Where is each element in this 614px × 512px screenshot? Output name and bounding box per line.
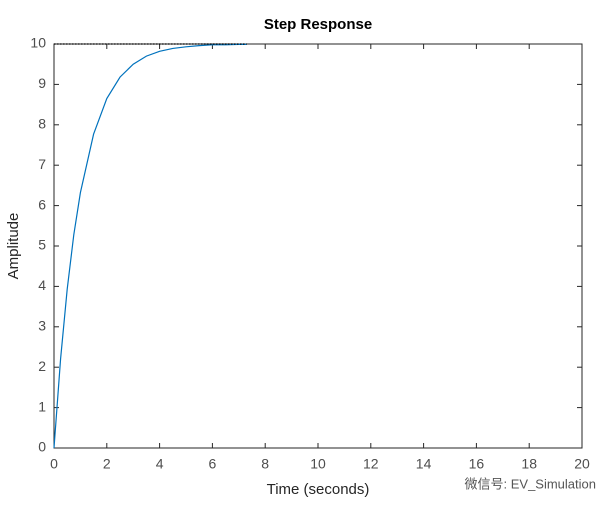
x-tick-label: 8	[261, 456, 269, 472]
y-tick-label: 1	[38, 398, 46, 414]
x-tick-label: 10	[310, 456, 326, 472]
x-tick-label: 20	[574, 456, 590, 472]
x-tick-label: 16	[469, 456, 485, 472]
y-tick-label: 7	[38, 156, 46, 172]
y-tick-label: 6	[38, 196, 46, 212]
y-tick-label: 4	[38, 277, 46, 293]
x-tick-label: 0	[50, 456, 58, 472]
y-tick-label: 5	[38, 237, 46, 253]
y-tick-label: 2	[38, 358, 46, 374]
y-tick-label: 3	[38, 318, 46, 334]
x-axis-label: Time (seconds)	[267, 481, 370, 498]
y-axis-label: Amplitude	[5, 213, 22, 280]
y-tick-label: 10	[30, 35, 46, 51]
x-tick-label: 14	[416, 456, 432, 472]
x-tick-label: 12	[363, 456, 379, 472]
chart-title: Step Response	[264, 16, 372, 33]
line-series	[53, 43, 247, 449]
y-tick-label: 8	[38, 116, 46, 132]
watermark: 微信号: EV_Simulation	[465, 476, 597, 491]
x-tick-label: 4	[156, 456, 164, 472]
x-tick-label: 2	[103, 456, 111, 472]
x-tick-label: 6	[209, 456, 217, 472]
y-tick-label: 0	[38, 439, 46, 455]
y-tick-label: 9	[38, 75, 46, 91]
plot-area	[53, 43, 583, 449]
x-tick-label: 18	[521, 456, 537, 472]
